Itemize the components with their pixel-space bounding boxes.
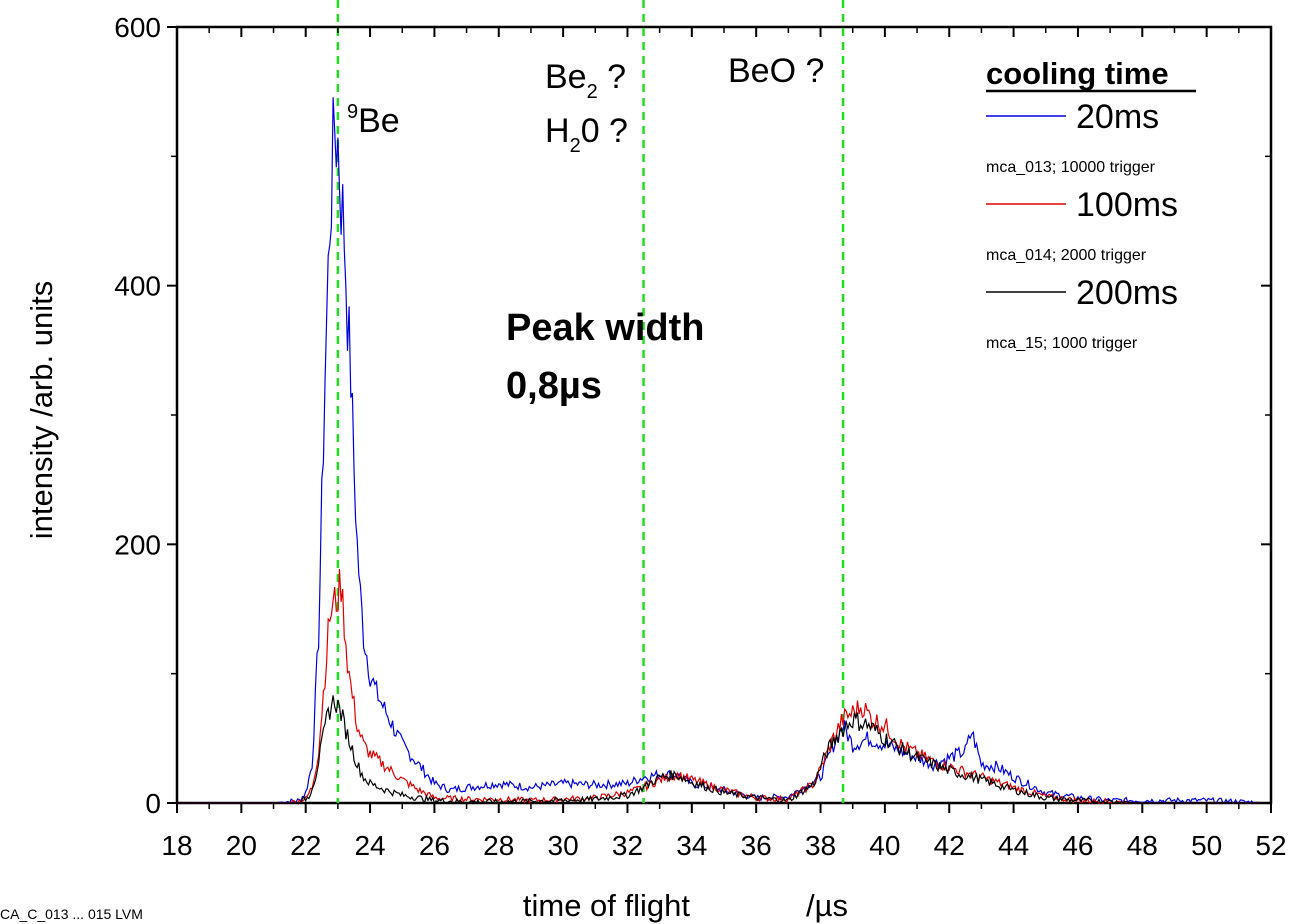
y-tick-label: 200: [114, 529, 161, 560]
x-tick-label: 46: [1062, 830, 1093, 861]
y-tick-label: 600: [114, 12, 161, 43]
legend-label-20ms: 20ms: [1076, 98, 1159, 136]
x-axis-unit: /µs: [806, 888, 848, 923]
legend-note-200ms: mca_15; 1000 trigger: [986, 335, 1138, 352]
h2o-rest: 0 ?: [581, 112, 628, 150]
h2o-subscript: 2: [570, 135, 581, 157]
be9-symbol: Be: [358, 102, 400, 140]
legend: cooling time 20ms mca_013; 10000 trigger 1…: [986, 56, 1196, 352]
legend-label-200ms: 200ms: [1076, 274, 1178, 312]
plot-frame: [175, 25, 1273, 805]
x-tick-label: 22: [290, 830, 321, 861]
x-tick-label: 34: [676, 830, 707, 861]
be2-subscript: 2: [587, 81, 598, 103]
legend-note-100ms: mca_014; 2000 trigger: [986, 247, 1147, 264]
y-axis-title: intensity /arb. units: [24, 281, 59, 539]
series-line-100ms: [177, 568, 1271, 805]
x-tick-label: 26: [419, 830, 450, 861]
x-axis-title: time of flight: [523, 888, 691, 923]
series-line-20ms: [177, 97, 1272, 805]
series-line-200ms: [177, 695, 1271, 805]
peak-width-value: 0,8µs: [506, 365, 602, 407]
x-tick-label: 24: [354, 830, 385, 861]
peak-width-label: Peak width: [506, 307, 705, 349]
h2o-h: H: [545, 112, 570, 150]
footer-file-label: CA_C_013 ... 015 LVM: [0, 906, 143, 922]
be9-label: 9Be: [347, 101, 400, 140]
x-tick-label: 52: [1255, 830, 1286, 861]
x-tick-label: 48: [1127, 830, 1158, 861]
y-tick-label: 400: [114, 271, 161, 302]
legend-title: cooling time: [986, 56, 1169, 91]
x-tick-label: 30: [548, 830, 579, 861]
h2o-label: H20 ?: [545, 112, 628, 157]
x-tick-label: 40: [869, 830, 900, 861]
x-tick-label: 28: [483, 830, 514, 861]
y-tick-label: 0: [145, 788, 161, 819]
x-tick-label: 42: [934, 830, 965, 861]
legend-label-100ms: 100ms: [1076, 186, 1178, 224]
legend-note-20ms: mca_013; 10000 trigger: [986, 159, 1156, 176]
be2-label: Be2 ?: [545, 58, 626, 103]
be9-superscript: 9: [347, 101, 358, 123]
x-tick-label: 50: [1191, 830, 1222, 861]
x-tick-label: 36: [741, 830, 772, 861]
x-tick-label: 32: [612, 830, 643, 861]
be2-question: ?: [598, 58, 626, 96]
x-tick-label: 44: [998, 830, 1029, 861]
x-tick-label: 18: [161, 830, 192, 861]
be2-symbol: Be: [545, 58, 587, 96]
beo-label: BeO ?: [728, 52, 824, 90]
x-tick-label: 20: [226, 830, 257, 861]
x-tick-label: 38: [805, 830, 836, 861]
